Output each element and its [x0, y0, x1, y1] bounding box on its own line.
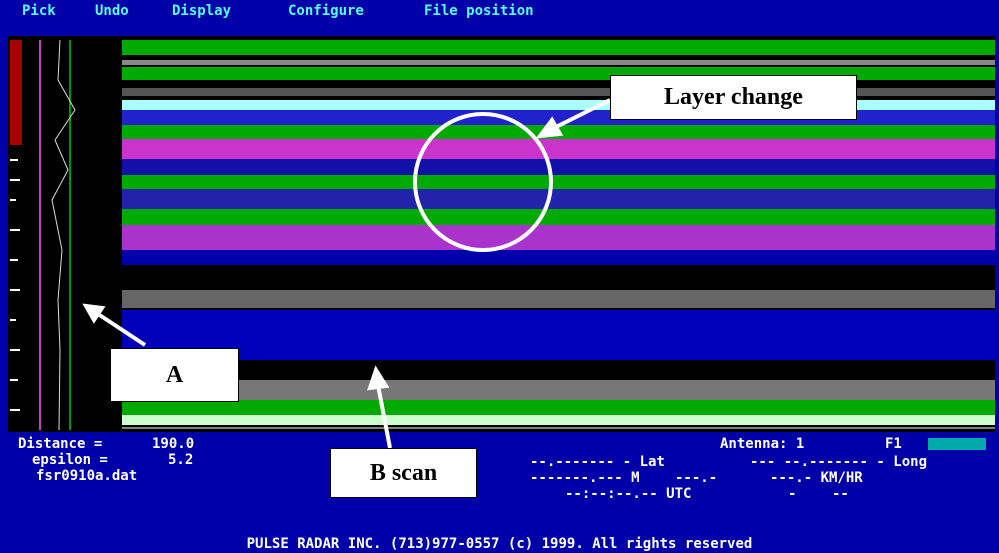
speed: ---.- KM/HR — [770, 470, 863, 486]
dash: - — [788, 486, 797, 502]
footer: PULSE RADAR INC. (713)977-0557 (c) 1999.… — [246, 536, 753, 552]
menu-item[interactable]: Pick — [22, 3, 56, 19]
speed: ---.- — [675, 470, 718, 486]
value: 5.2 — [168, 452, 194, 468]
menu-item[interactable]: Display — [172, 3, 232, 19]
annotation: Layer change — [610, 75, 857, 120]
altitude: -------.--- M — [530, 470, 640, 486]
filename: fsr0910a.dat — [36, 468, 138, 484]
menu-item[interactable]: File position — [424, 3, 534, 19]
antenna: Antenna: 1 — [720, 436, 805, 452]
value: 190.0 — [152, 436, 195, 452]
menu-item[interactable]: Undo — [95, 3, 129, 19]
annotation: B scan — [330, 448, 477, 498]
long: --- --.------- - Long — [750, 454, 928, 470]
label: Distance = — [18, 436, 103, 452]
key: F1 — [885, 436, 902, 452]
lat: --.------- - Lat — [530, 454, 665, 470]
annotation: A — [110, 348, 239, 402]
menu-item[interactable]: Configure — [288, 3, 364, 19]
label: epsilon = — [32, 452, 108, 468]
utc: --:--:--.-- UTC — [565, 486, 692, 502]
menu-bar: Pick Undo Display Configure File positio… — [0, 0, 999, 22]
dash: -- — [832, 486, 849, 502]
